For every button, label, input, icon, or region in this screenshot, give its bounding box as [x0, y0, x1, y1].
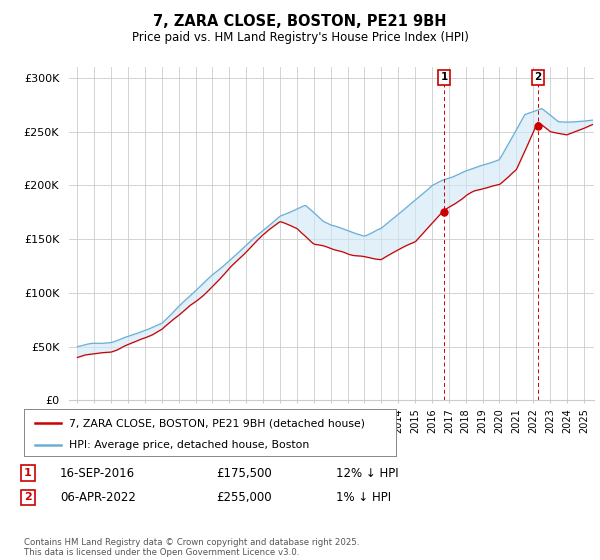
Text: HPI: Average price, detached house, Boston: HPI: Average price, detached house, Bost…: [68, 440, 309, 450]
Text: 06-APR-2022: 06-APR-2022: [60, 491, 136, 504]
Text: 2: 2: [534, 72, 541, 82]
Text: 2: 2: [24, 492, 32, 502]
Text: Price paid vs. HM Land Registry's House Price Index (HPI): Price paid vs. HM Land Registry's House …: [131, 31, 469, 44]
Text: 1% ↓ HPI: 1% ↓ HPI: [336, 491, 391, 504]
Text: Contains HM Land Registry data © Crown copyright and database right 2025.
This d: Contains HM Land Registry data © Crown c…: [24, 538, 359, 557]
Text: £175,500: £175,500: [216, 466, 272, 480]
Text: £255,000: £255,000: [216, 491, 272, 504]
Text: 12% ↓ HPI: 12% ↓ HPI: [336, 466, 398, 480]
Text: 7, ZARA CLOSE, BOSTON, PE21 9BH: 7, ZARA CLOSE, BOSTON, PE21 9BH: [153, 14, 447, 29]
Text: 1: 1: [440, 72, 448, 82]
Text: 7, ZARA CLOSE, BOSTON, PE21 9BH (detached house): 7, ZARA CLOSE, BOSTON, PE21 9BH (detache…: [68, 418, 365, 428]
Text: 16-SEP-2016: 16-SEP-2016: [60, 466, 135, 480]
Text: 1: 1: [24, 468, 32, 478]
